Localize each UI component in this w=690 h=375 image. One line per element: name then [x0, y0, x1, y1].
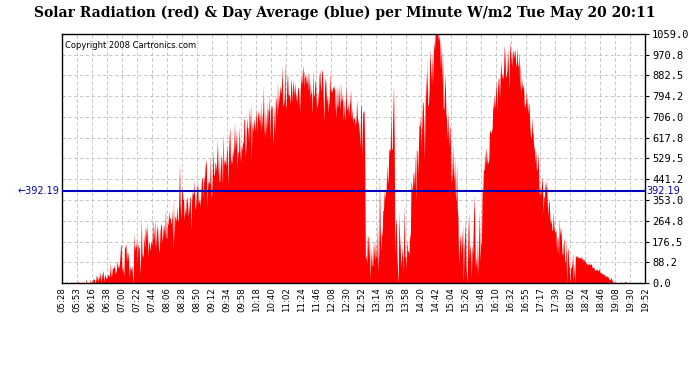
Text: 09:12: 09:12 — [207, 287, 216, 312]
Text: 17:17: 17:17 — [536, 287, 545, 312]
Text: 18:02: 18:02 — [566, 287, 575, 312]
Text: 19:52: 19:52 — [640, 287, 650, 312]
Text: 16:55: 16:55 — [521, 287, 530, 312]
Text: 13:14: 13:14 — [371, 287, 381, 312]
Text: 05:53: 05:53 — [72, 287, 81, 312]
Text: 16:10: 16:10 — [491, 287, 500, 312]
Text: 17:39: 17:39 — [551, 287, 560, 312]
Text: 07:22: 07:22 — [132, 287, 141, 312]
Text: 12:08: 12:08 — [326, 287, 336, 312]
Text: Solar Radiation (red) & Day Average (blue) per Minute W/m2 Tue May 20 20:11: Solar Radiation (red) & Day Average (blu… — [34, 6, 655, 20]
Text: ←392.19: ←392.19 — [17, 186, 59, 196]
Text: 18:46: 18:46 — [595, 287, 605, 312]
Text: 12:30: 12:30 — [342, 287, 351, 312]
Text: 11:46: 11:46 — [312, 287, 321, 312]
Text: 05:28: 05:28 — [57, 287, 67, 312]
Text: 06:16: 06:16 — [88, 287, 97, 312]
Text: 11:02: 11:02 — [282, 287, 291, 312]
Text: 09:58: 09:58 — [237, 287, 246, 312]
Text: 11:24: 11:24 — [297, 287, 306, 312]
Text: 12:52: 12:52 — [357, 287, 366, 312]
Text: 10:18: 10:18 — [252, 287, 261, 312]
Text: 08:50: 08:50 — [192, 287, 201, 312]
Text: 06:38: 06:38 — [102, 287, 112, 312]
Text: 14:20: 14:20 — [416, 287, 426, 312]
Text: 10:40: 10:40 — [267, 287, 276, 312]
Text: 07:00: 07:00 — [117, 287, 126, 312]
Text: 13:36: 13:36 — [386, 287, 395, 312]
Text: 19:30: 19:30 — [626, 287, 635, 312]
Text: 15:48: 15:48 — [476, 287, 485, 312]
Text: 09:34: 09:34 — [222, 287, 231, 312]
Text: 07:44: 07:44 — [147, 287, 157, 312]
Text: 15:26: 15:26 — [461, 287, 471, 312]
Text: 13:58: 13:58 — [402, 287, 411, 312]
Text: 18:24: 18:24 — [581, 287, 590, 312]
Text: 19:08: 19:08 — [611, 287, 620, 312]
Text: 14:42: 14:42 — [431, 287, 440, 312]
Text: 15:04: 15:04 — [446, 287, 455, 312]
Text: Copyright 2008 Cartronics.com: Copyright 2008 Cartronics.com — [65, 41, 196, 50]
Text: 392.19: 392.19 — [647, 186, 680, 196]
Text: 08:06: 08:06 — [162, 287, 171, 312]
Text: 16:32: 16:32 — [506, 287, 515, 312]
Text: 08:28: 08:28 — [177, 287, 186, 312]
